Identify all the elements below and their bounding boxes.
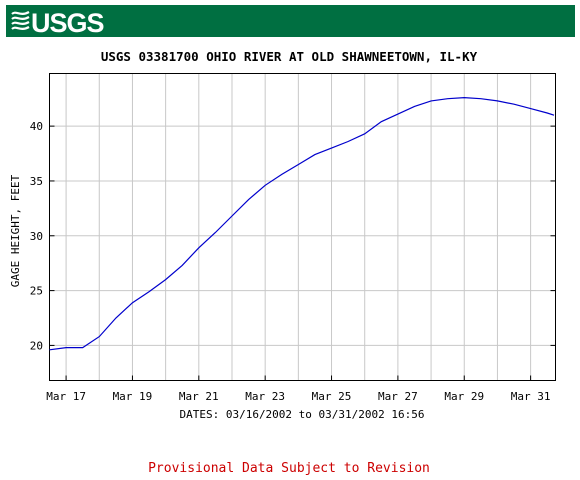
y-tick-labels: 20 25 30 35 40	[30, 120, 43, 352]
usgs-logo-text: USGS	[31, 8, 104, 37]
plot-area	[49, 73, 556, 381]
gage-height-line	[49, 96, 555, 351]
x-tick-label: Mar 23	[245, 390, 285, 403]
y-tick-label: 20	[30, 339, 43, 352]
chart-title: USGS 03381700 OHIO RIVER AT OLD SHAWNEET…	[101, 49, 478, 64]
x-tick-label: Mar 17	[46, 390, 86, 403]
y-tick-label: 40	[30, 120, 43, 133]
y-tick-label: 30	[30, 230, 43, 243]
x-tick-label: Mar 21	[179, 390, 219, 403]
y-axis-label: GAGE HEIGHT, FEET	[9, 174, 22, 287]
usgs-logo-icon	[11, 10, 30, 32]
grid-lines	[49, 73, 556, 381]
x-tick-label: Mar 29	[444, 390, 484, 403]
x-tick-label: Mar 25	[312, 390, 352, 403]
usgs-header-banner: USGS	[6, 5, 575, 37]
x-tick-label: Mar 19	[113, 390, 153, 403]
provisional-notice: Provisional Data Subject to Revision	[148, 461, 430, 476]
y-tick-label: 25	[30, 285, 43, 298]
axis-ticks	[49, 125, 556, 381]
x-tick-label: Mar 31	[511, 390, 551, 403]
x-tick-label: Mar 27	[378, 390, 418, 403]
y-tick-label: 35	[30, 175, 43, 188]
header-bar	[6, 5, 575, 37]
x-tick-labels: Mar 17 Mar 19 Mar 21 Mar 23 Mar 25 Mar 27 Mar …	[46, 390, 550, 403]
x-axis-label: DATES: 03/16/2002 to 03/31/2002 16:56	[179, 408, 424, 421]
